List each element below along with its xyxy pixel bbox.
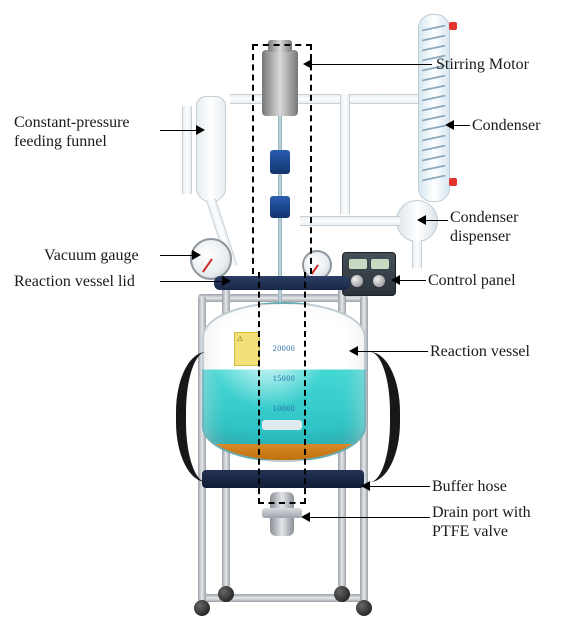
arrowhead-icon xyxy=(222,276,231,286)
label-stirring-motor: Stirring Motor xyxy=(436,55,529,74)
condenser-port-icon xyxy=(449,22,457,30)
label-vessel-lid: Reaction vessel lid xyxy=(14,272,135,291)
arrowhead-icon xyxy=(196,125,205,135)
arrowhead-icon xyxy=(361,481,370,491)
arrowhead-icon xyxy=(303,59,312,69)
caster-icon xyxy=(356,600,372,616)
caster-icon xyxy=(334,586,350,602)
dispenser-down-tube xyxy=(412,240,422,268)
vessel-warning-tag: ⚠ xyxy=(234,332,260,366)
leader-line xyxy=(160,255,194,256)
caster-icon xyxy=(194,600,210,616)
arrowhead-icon xyxy=(349,346,358,356)
leader-line xyxy=(358,351,428,352)
buffer-hose-right xyxy=(370,352,400,482)
label-drain-port: Drain port withPTFE valve xyxy=(432,503,531,541)
arrowhead-icon xyxy=(445,120,454,130)
arrowhead-icon xyxy=(391,275,400,285)
leader-line xyxy=(426,220,448,221)
leader-line xyxy=(400,280,426,281)
label-vacuum-gauge: Vacuum gauge xyxy=(44,246,139,265)
leader-line xyxy=(160,281,224,282)
arrowhead-icon xyxy=(192,250,201,260)
caster-icon xyxy=(218,586,234,602)
label-feeding-funnel: Constant-pressurefeeding funnel xyxy=(14,113,130,151)
label-reaction-vessel: Reaction vessel xyxy=(430,342,530,361)
control-panel xyxy=(342,252,396,296)
buffer-hose-left xyxy=(176,352,206,482)
arrowhead-icon xyxy=(417,215,426,225)
feeding-funnel xyxy=(196,96,226,202)
arrowhead-icon xyxy=(301,512,310,522)
leader-line xyxy=(454,125,470,126)
top-support-post xyxy=(340,94,350,214)
condenser-port-icon xyxy=(449,178,457,186)
label-condenser-dispenser: Condenserdispenser xyxy=(450,208,518,246)
diagram-canvas: ⚠ 20000 15000 10000 Constant-pressurefee… xyxy=(0,0,582,640)
highlight-box-bottom xyxy=(258,272,306,504)
leader-line xyxy=(370,486,430,487)
label-control-panel: Control panel xyxy=(428,271,516,290)
leader-line xyxy=(310,517,430,518)
label-buffer-hose: Buffer hose xyxy=(432,477,507,496)
leader-line xyxy=(312,64,432,65)
funnel-side-tube xyxy=(182,106,192,194)
dispenser-link-tube xyxy=(300,216,400,226)
ptfe-valve-handle xyxy=(262,508,302,518)
leader-line xyxy=(160,130,198,131)
condenser-column xyxy=(418,14,450,202)
highlight-box-top xyxy=(252,44,312,274)
label-condenser: Condenser xyxy=(472,116,540,135)
